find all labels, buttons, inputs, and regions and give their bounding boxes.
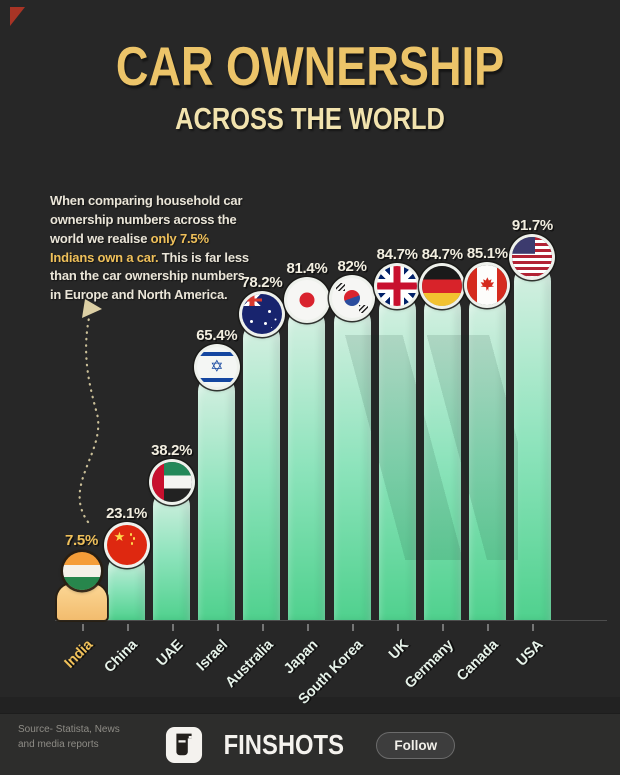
x-axis-label-uae: UAE — [153, 637, 187, 670]
red-corner-accent-top — [10, 7, 25, 26]
flag-south-korea-icon — [332, 278, 373, 318]
x-axis-label-canada: Canada — [454, 637, 502, 685]
flag-china-icon — [106, 525, 147, 565]
axis-tick — [397, 624, 400, 631]
value-label-japan: 81.4% — [286, 260, 328, 277]
flag-israel-icon — [196, 347, 237, 387]
x-axis-label-usa: USA — [514, 637, 547, 670]
bar-column-canada: 85.1% Canada — [454, 170, 510, 685]
value-label-australia: 78.2% — [241, 274, 283, 291]
bar-canada — [468, 291, 506, 620]
bar-japan — [288, 306, 326, 620]
x-axis-label-china: China — [101, 637, 141, 677]
flag-uae-icon — [151, 462, 192, 502]
footer-shade — [0, 697, 620, 713]
flag-australia-icon — [241, 294, 282, 334]
bar-column-india: 7.5% India — [56, 170, 107, 672]
chart: 7.5%India23.1%China38.2%UAE65.4%Israel78… — [56, 170, 555, 708]
bar-column-israel: 65.4% Israel — [194, 170, 239, 674]
follow-button[interactable]: Follow — [376, 731, 456, 759]
x-axis-label-israel: Israel — [193, 637, 232, 675]
intro-text-post: This is far less than the car ownership … — [50, 249, 249, 303]
value-label-china: 23.1% — [106, 505, 148, 522]
axis-tick — [261, 624, 264, 631]
source-line-1: Source- Statista, News — [18, 724, 120, 735]
axis-tick — [171, 624, 174, 631]
value-label-uae: 38.2% — [151, 442, 193, 459]
bar-uk — [378, 292, 416, 620]
value-label-india: 7.5% — [65, 532, 98, 549]
page-title: CAR OWNERSHIP — [115, 35, 505, 97]
flag-germany-icon — [422, 266, 463, 306]
brand-row: FINSHOTS Follow — [0, 714, 620, 775]
intro-text-highlight: only 7.5% Indians own a car. — [50, 230, 209, 265]
bar-usa — [513, 263, 551, 620]
axis-tick — [487, 624, 490, 631]
axis-tick — [532, 624, 535, 631]
person-figure-body — [56, 584, 107, 620]
bar-column-australia: 78.2% Australia — [222, 170, 284, 691]
x-axis-label-japan: Japan — [281, 637, 322, 678]
x-axis-label-india: India — [61, 637, 96, 672]
x-axis-line — [55, 620, 607, 621]
intro-text-pre: When comparing household car ownership n… — [50, 193, 243, 246]
bar-germany — [423, 292, 461, 620]
bar-israel — [198, 373, 236, 620]
bar-column-south-korea: 82% South Korea — [296, 170, 375, 708]
bar-australia — [243, 320, 281, 620]
flag-usa-icon — [512, 237, 553, 277]
brand-name: FINSHOTS — [223, 729, 344, 760]
flag-canada-icon — [467, 265, 508, 305]
value-label-germany: 84.7% — [421, 246, 463, 263]
flag-uk-icon — [377, 266, 418, 306]
axis-tick — [306, 624, 309, 631]
flag-japan-icon — [286, 280, 327, 320]
axis-tick — [81, 624, 84, 631]
value-label-canada: 85.1% — [466, 245, 508, 262]
value-label-israel: 65.4% — [196, 327, 238, 344]
axis-tick — [216, 624, 219, 631]
source-note: Source- Statista, News and media reports — [18, 723, 120, 752]
value-label-uk: 84.7% — [376, 246, 418, 263]
bar-column-uae: 38.2% UAE — [149, 170, 194, 670]
bar-uae — [153, 488, 191, 620]
axis-tick — [442, 624, 445, 631]
value-label-usa: 91.7% — [511, 217, 553, 234]
page-subtitle: ACROSS THE WORLD — [175, 101, 445, 136]
bar-column-china: 23.1% China — [102, 170, 149, 676]
bar-column-uk: 84.7% UK — [375, 170, 420, 663]
bar-south-korea — [333, 304, 371, 620]
flag-india-icon — [62, 552, 101, 590]
intro-paragraph: When comparing household car ownership n… — [50, 192, 255, 305]
source-line-2: and media reports — [18, 738, 99, 750]
finshots-logo-icon — [165, 726, 202, 764]
x-axis-label-australia: Australia — [222, 637, 277, 691]
bar-column-usa: 91.7% USA — [510, 170, 555, 670]
axis-tick — [352, 624, 355, 631]
bar-column-germany: 84.7% Germany — [402, 170, 465, 692]
footer: Source- Statista, News and media reports… — [0, 713, 620, 775]
value-label-south-korea: 82% — [337, 258, 367, 275]
x-axis-label-uk: UK — [385, 637, 412, 663]
bar-column-japan: 81.4% Japan — [281, 170, 329, 677]
axis-tick — [126, 624, 129, 631]
